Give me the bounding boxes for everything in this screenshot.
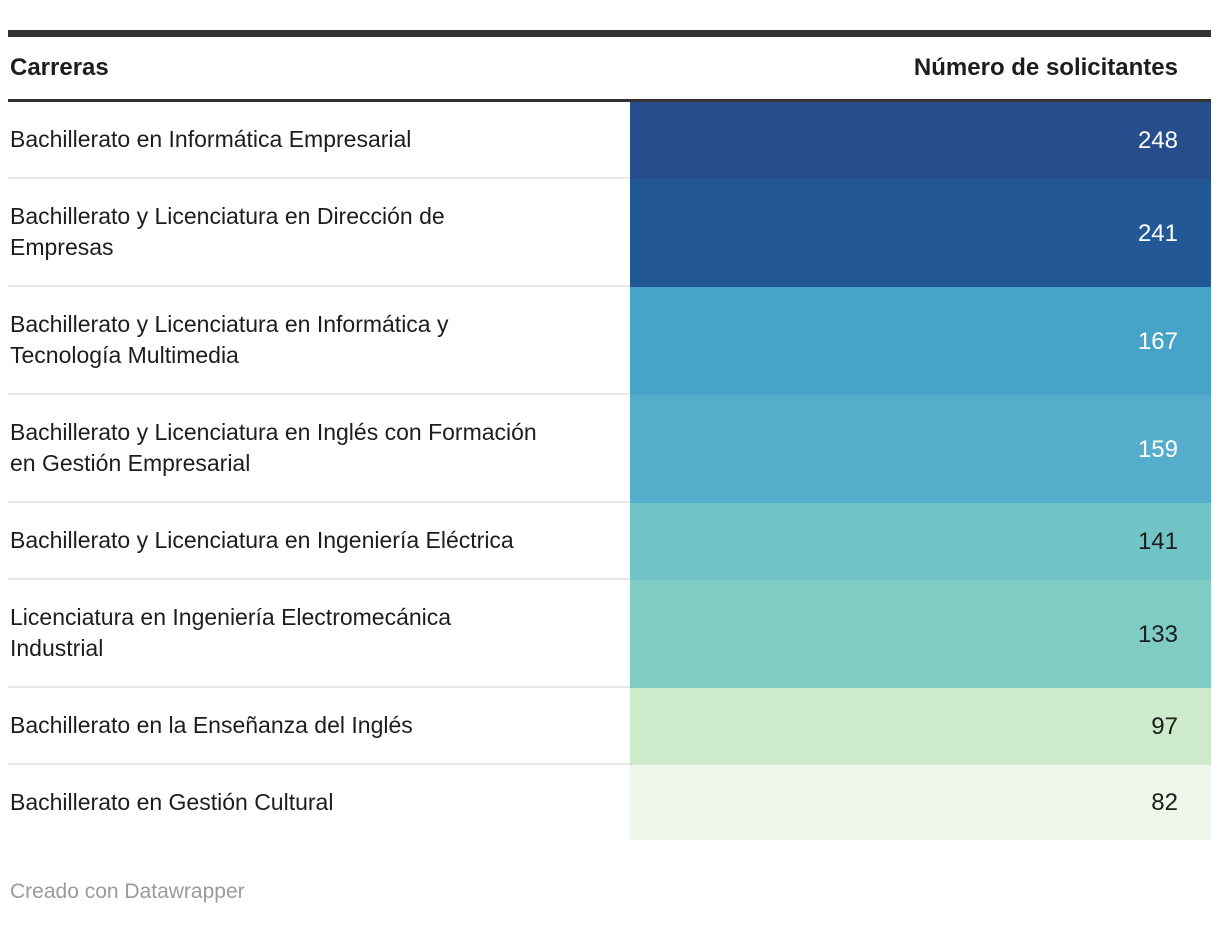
career-label: Bachillerato en Gestión Cultural (10, 789, 334, 815)
career-label: Bachillerato y Licenciatura en Inglés co… (8, 395, 630, 503)
datawrapper-table: Carreras Número de solicitantes Bachille… (8, 0, 1211, 904)
table-row: Bachillerato y Licenciatura en Inglés co… (8, 395, 1211, 503)
table-row: Bachillerato en Gestión Cultural 82 (8, 765, 1211, 840)
table-row: Bachillerato en Informática Empresarial … (8, 102, 1211, 179)
column-header-applicants: Número de solicitantes (913, 54, 1178, 81)
value-cell: 82 (630, 765, 1211, 840)
table-row: Bachillerato y Licenciatura en Ingenierí… (8, 503, 1211, 580)
value-cell: 248 (630, 102, 1211, 179)
datawrapper-attribution-link[interactable]: Creado con Datawrapper (10, 880, 245, 903)
value-cell: 159 (630, 395, 1211, 503)
table-row: Bachillerato y Licenciatura en Dirección… (8, 179, 1211, 287)
table-rows: Bachillerato en Informática Empresarial … (8, 102, 1211, 840)
career-label: Bachillerato en la Enseñanza del Inglés (8, 688, 630, 765)
career-label: Bachillerato en Informática Empresarial (8, 102, 630, 179)
table-row: Bachillerato y Licenciatura en Informáti… (8, 287, 1211, 395)
table-header: Carreras Número de solicitantes (8, 37, 1211, 99)
table-row: Licenciatura en Ingeniería Electromecáni… (8, 580, 1211, 688)
career-label: Bachillerato y Licenciatura en Informáti… (8, 287, 630, 395)
value-cell: 97 (630, 688, 1211, 765)
table-row: Bachillerato en la Enseñanza del Inglés … (8, 688, 1211, 765)
top-rule (8, 30, 1211, 37)
career-label: Bachillerato y Licenciatura en Dirección… (8, 179, 630, 287)
value-cell: 167 (630, 287, 1211, 395)
career-label: Licenciatura en Ingeniería Electromecáni… (8, 580, 630, 688)
value-cell: 241 (630, 179, 1211, 287)
column-header-careers: Carreras (10, 54, 109, 81)
value-cell: 141 (630, 503, 1211, 580)
footer: Creado con Datawrapper (8, 840, 1211, 904)
header-rule (8, 99, 1211, 102)
value-cell: 133 (630, 580, 1211, 688)
career-label: Bachillerato y Licenciatura en Ingenierí… (8, 503, 630, 580)
